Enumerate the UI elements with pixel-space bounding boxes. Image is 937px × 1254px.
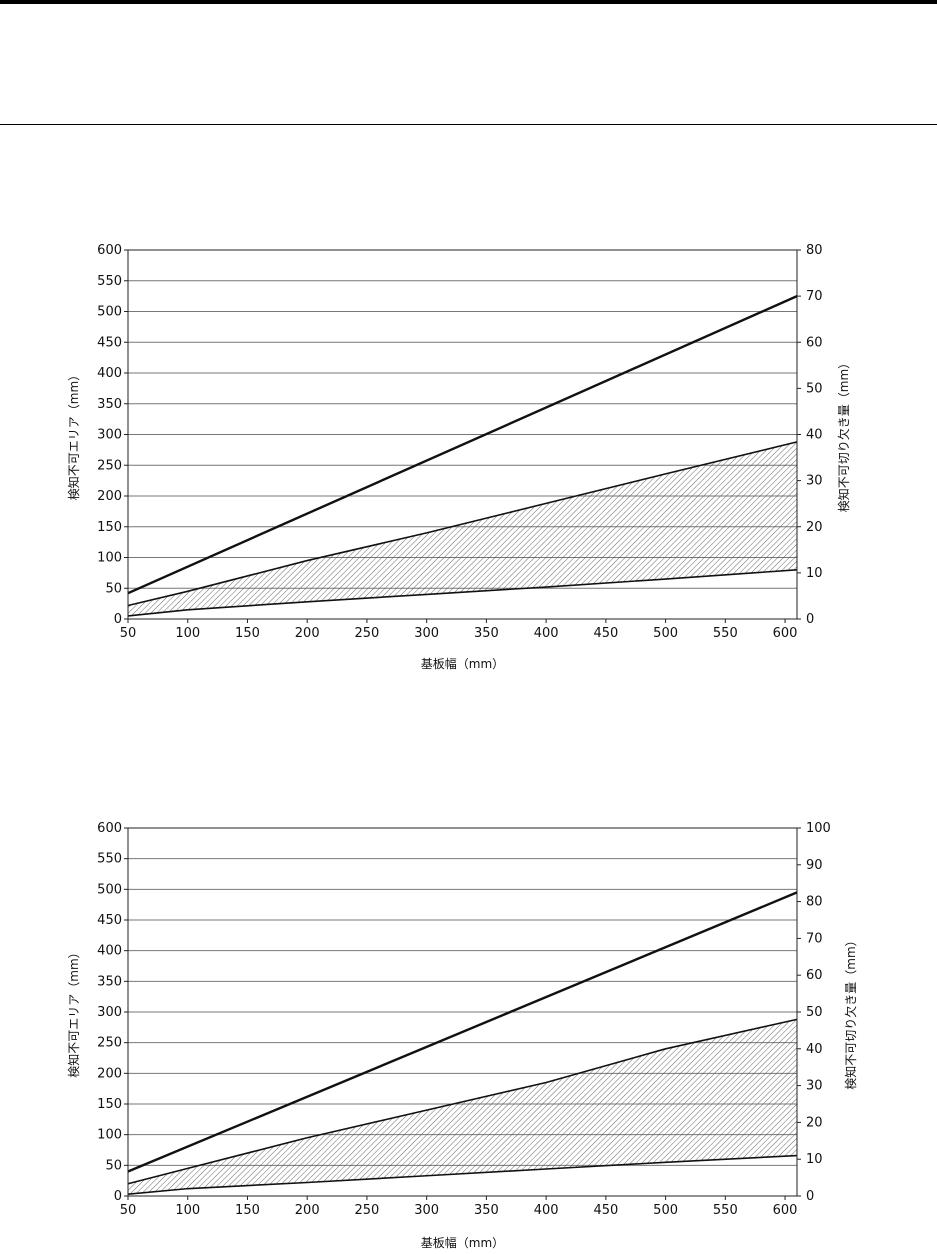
x-tick-label: 50 xyxy=(120,626,137,641)
y-tick-label: 0 xyxy=(114,1189,122,1204)
y2-tick-label: 60 xyxy=(806,335,823,350)
y-tick-label: 100 xyxy=(97,551,122,566)
y-tick-label: 450 xyxy=(97,913,122,928)
x-tick-label: 500 xyxy=(653,626,678,641)
y-tick-label: 500 xyxy=(97,305,122,320)
y2-axis-label: 検知不可切り欠き量（mm） xyxy=(836,357,851,512)
series-line-band-lower xyxy=(127,569,798,617)
y2-tick-label: 50 xyxy=(806,381,823,396)
hatched-band xyxy=(128,1019,797,1195)
x-tick-label: 250 xyxy=(355,1203,380,1218)
hatched-band xyxy=(128,441,797,616)
x-tick-label: 200 xyxy=(295,626,320,641)
x-tick-label: 350 xyxy=(474,1203,499,1218)
y-tick-label: 250 xyxy=(97,458,122,473)
series-line-band-upper xyxy=(127,441,798,607)
y2-tick-label: 0 xyxy=(806,612,814,627)
y-tick-label: 50 xyxy=(105,581,122,596)
y2-tick-label: 70 xyxy=(806,931,823,946)
y2-tick-label: 80 xyxy=(806,895,823,910)
y-axis-label: 検知不可エリア（mm） xyxy=(67,946,81,1077)
x-tick-label: 400 xyxy=(534,626,559,641)
y-tick-label: 300 xyxy=(97,428,122,443)
x-tick-label: 50 xyxy=(120,1203,137,1218)
y2-tick-label: 20 xyxy=(806,1115,823,1130)
x-tick-label: 550 xyxy=(713,1203,738,1218)
x-axis-label: 基板幅（mm） xyxy=(421,1235,504,1250)
y-tick-label: 300 xyxy=(97,1005,122,1020)
y2-tick-label: 90 xyxy=(806,858,823,873)
y2-tick-label: 30 xyxy=(806,1079,823,1094)
y2-tick-label: 50 xyxy=(806,1005,823,1020)
y-tick-label: 600 xyxy=(97,243,122,258)
x-tick-label: 600 xyxy=(773,626,798,641)
x-tick-label: 350 xyxy=(474,626,499,641)
y2-tick-label: 60 xyxy=(806,968,823,983)
x-tick-label: 550 xyxy=(713,626,738,641)
y2-tick-label: 40 xyxy=(806,1042,823,1057)
y-tick-label: 200 xyxy=(97,1066,122,1081)
y2-tick-label: 70 xyxy=(806,289,823,304)
y-tick-label: 600 xyxy=(97,821,122,836)
y2-tick-label: 20 xyxy=(806,520,823,535)
y-tick-label: 100 xyxy=(97,1128,122,1143)
series-line-thick xyxy=(127,891,798,1173)
x-tick-label: 450 xyxy=(593,1203,618,1218)
y-tick-label: 400 xyxy=(97,366,122,381)
top-border xyxy=(0,0,937,4)
y-tick-label: 200 xyxy=(97,489,122,504)
y2-axis-label: 検知不可切り欠き量（mm） xyxy=(843,934,858,1089)
y2-tick-label: 10 xyxy=(806,1152,823,1167)
y2-tick-label: 100 xyxy=(806,821,831,836)
series-line-band-upper xyxy=(127,1018,798,1185)
x-tick-label: 400 xyxy=(534,1203,559,1218)
x-tick-label: 150 xyxy=(235,1203,260,1218)
y-tick-label: 150 xyxy=(97,1097,122,1112)
y2-tick-label: 40 xyxy=(806,428,823,443)
y-tick-label: 350 xyxy=(97,397,122,412)
x-tick-label: 300 xyxy=(414,626,439,641)
series-line-band-lower xyxy=(127,1154,798,1195)
x-tick-label: 300 xyxy=(414,1203,439,1218)
x-tick-label: 600 xyxy=(773,1203,798,1218)
y-tick-label: 250 xyxy=(97,1036,122,1051)
y2-tick-label: 80 xyxy=(806,243,823,258)
chart-top: 0501001502002503003504004505005506000102… xyxy=(67,243,851,671)
y-tick-label: 50 xyxy=(105,1158,122,1173)
x-tick-label: 150 xyxy=(235,626,260,641)
y-tick-label: 350 xyxy=(97,974,122,989)
y2-tick-label: 0 xyxy=(806,1189,814,1204)
y-tick-label: 400 xyxy=(97,944,122,959)
x-tick-label: 200 xyxy=(295,1203,320,1218)
x-tick-label: 450 xyxy=(593,626,618,641)
x-tick-label: 100 xyxy=(175,626,200,641)
x-axis-label: 基板幅（mm） xyxy=(421,656,504,671)
header-rule xyxy=(0,124,937,125)
y2-tick-label: 10 xyxy=(806,566,823,581)
x-tick-label: 250 xyxy=(355,626,380,641)
y2-tick-label: 30 xyxy=(806,474,823,489)
chart-bottom: 0501001502002503003504004505005506000102… xyxy=(67,821,858,1250)
y-tick-label: 550 xyxy=(97,274,122,289)
y-tick-label: 550 xyxy=(97,852,122,867)
y-tick-label: 450 xyxy=(97,335,122,350)
y-tick-label: 0 xyxy=(114,612,122,627)
x-tick-label: 500 xyxy=(653,1203,678,1218)
y-axis-label: 検知不可エリア（mm） xyxy=(67,369,81,500)
y-tick-label: 500 xyxy=(97,882,122,897)
y-tick-label: 150 xyxy=(97,520,122,535)
series-line-thick xyxy=(127,295,798,595)
x-tick-label: 100 xyxy=(175,1203,200,1218)
